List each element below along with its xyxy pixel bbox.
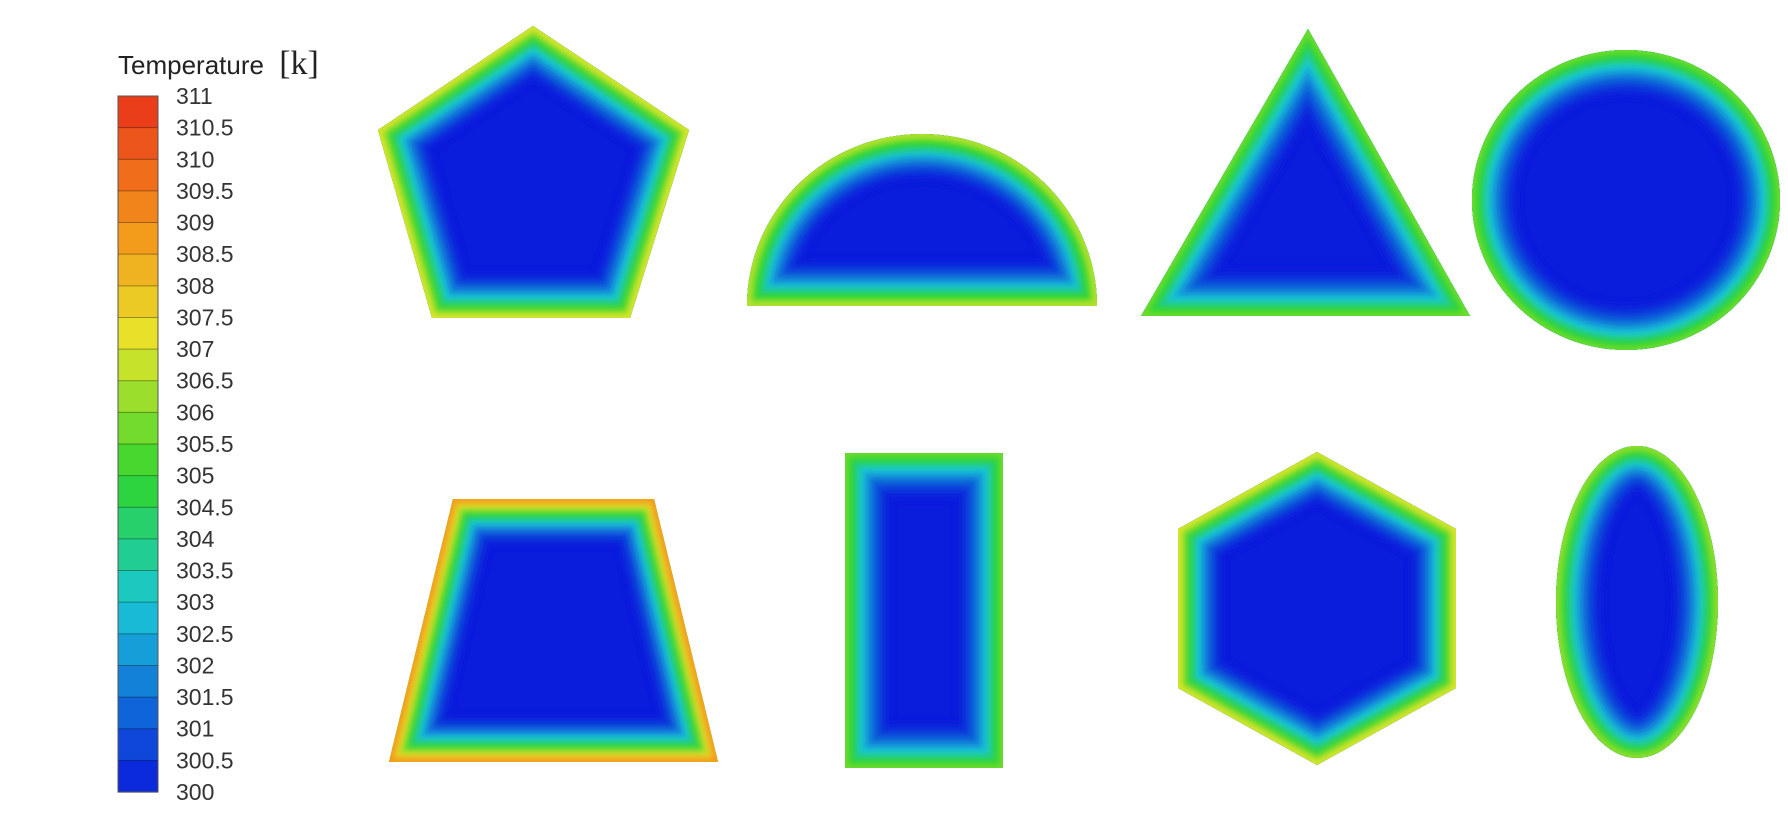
trapezoid-band	[389, 499, 718, 762]
legend-tick-label: 300.5	[176, 747, 234, 773]
legend-segment	[118, 665, 158, 698]
legend-tick-label: 301.5	[176, 684, 234, 710]
legend-segment	[118, 96, 158, 129]
legend-segment	[118, 760, 158, 793]
legend-unit: [k]	[279, 45, 319, 82]
rectangle-contour-bands	[845, 453, 1003, 768]
legend-segment	[118, 728, 158, 761]
legend-tick-label: 307.5	[176, 304, 234, 330]
legend-frame	[117, 95, 159, 793]
legend-segment	[118, 507, 158, 540]
legend-tick-label: 304	[176, 526, 215, 552]
legend-tick-label: 309	[176, 210, 214, 236]
legend-tick-label: 306.5	[176, 368, 234, 394]
color-legend: Temperature [k] 311 310.5 310 309.5 309 308.5…	[117, 45, 319, 805]
legend-tick-label: 303	[176, 589, 214, 615]
legend-segment	[118, 222, 158, 255]
semicircle-contour-bands	[747, 134, 1097, 306]
circle-contour-bands	[1472, 50, 1780, 350]
legend-tick-label: 305	[176, 463, 214, 489]
triangle-band	[1141, 29, 1470, 316]
legend-title: Temperature [k]	[118, 45, 319, 82]
legend-segment	[118, 190, 158, 224]
legend-tick-label: 307	[176, 336, 214, 362]
legend-segment	[118, 317, 158, 350]
legend-segment	[118, 349, 158, 382]
legend-segment	[118, 285, 158, 319]
legend-tick-label: 300	[176, 779, 214, 805]
legend-segment	[118, 444, 158, 477]
legend-segment	[118, 538, 158, 572]
legend-segment	[118, 412, 158, 445]
trapezoid-contour-bands	[389, 499, 718, 762]
legend-segment	[118, 697, 158, 730]
legend-segment	[118, 475, 158, 508]
legend-tick-label: 305.5	[176, 431, 234, 457]
legend-tick-label: 302.5	[176, 621, 234, 647]
legend-tick-label: 309.5	[176, 178, 234, 204]
legend-segment	[118, 633, 158, 667]
legend-title-text: Temperature	[118, 50, 264, 80]
legend-segment	[118, 380, 158, 413]
pentagon-band	[378, 26, 689, 318]
semicircle-band	[747, 134, 1097, 306]
legend-segment	[118, 127, 158, 160]
legend-segment	[118, 570, 158, 603]
legend-tick-label: 310.5	[176, 115, 234, 141]
legend-tick-labels: 311 310.5 310 309.5 309 308.5 308 307.5 307 306.5…	[176, 83, 234, 805]
legend-tick-label: 302	[176, 652, 214, 678]
triangle-contour-bands	[1141, 29, 1470, 316]
legend-tick-label: 304.5	[176, 494, 234, 520]
legend-segment	[118, 254, 158, 287]
legend-tick-label: 310	[176, 146, 214, 172]
hexagon-contour-bands	[1178, 452, 1456, 765]
legend-tick-label: 308	[176, 273, 214, 299]
legend-segment	[118, 602, 158, 635]
legend-tick-label: 301	[176, 716, 214, 742]
ellipse-contour-bands	[1556, 446, 1718, 758]
legend-tick-label: 306	[176, 399, 214, 425]
legend-segment	[118, 159, 158, 192]
contour-shapes	[378, 26, 1780, 768]
legend-tick-label: 308.5	[176, 241, 234, 267]
legend-color-bar	[117, 95, 159, 793]
pentagon-contour-bands	[378, 26, 689, 318]
legend-tick-label: 311	[176, 83, 213, 109]
legend-tick-label: 303.5	[176, 558, 234, 584]
